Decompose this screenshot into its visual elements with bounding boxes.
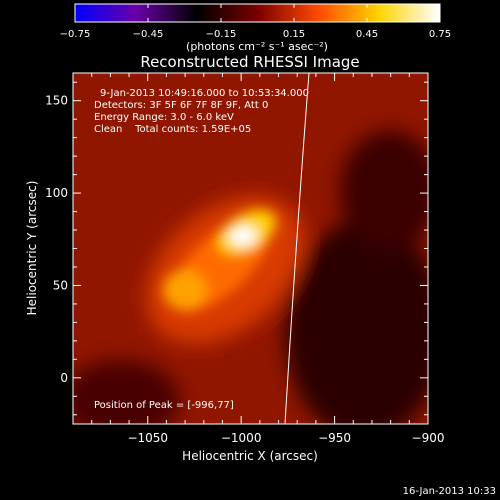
colorbar-tick-label: 0.45 — [356, 29, 378, 40]
colorbar-tick-label: 0.75 — [429, 29, 451, 40]
emission-lower-lobe — [163, 270, 207, 310]
peak-position-label: Position of Peak = [-996,77] — [94, 400, 234, 411]
y-tick-label: 150 — [45, 94, 68, 108]
y-tick-label: 50 — [53, 278, 68, 292]
x-axis-label: Heliocentric X (arcsec) — [182, 449, 318, 463]
heatmap-image — [73, 73, 428, 424]
dark-region-right — [285, 220, 428, 424]
y-axis-label: Heliocentric Y (arcsec) — [25, 181, 39, 316]
annotation-clean-counts: Clean Total counts: 1.59E+05 — [94, 124, 251, 135]
footer-timestamp: 16-Jan-2013 10:33 — [403, 486, 496, 497]
dark-region-left-lower — [73, 360, 180, 424]
y-tick-label: 0 — [60, 371, 68, 385]
colorbar-ticks: −0.75 −0.45 −0.15 0.15 0.45 0.75 — [60, 4, 451, 40]
axis-ticks: −1050 −1000 −950 −900 0 50 100 150 — [45, 73, 444, 445]
emission-peak — [229, 226, 257, 246]
dark-region-right-upper — [340, 130, 428, 250]
colorbar-tick-label: −0.15 — [206, 29, 237, 40]
annotation-energy-range: Energy Range: 3.0 - 6.0 keV — [94, 112, 234, 123]
solar-limb — [284, 73, 310, 424]
y-tick-label: 100 — [45, 186, 68, 200]
x-tick-label: −1050 — [127, 431, 168, 445]
colorbar-unit-label: (photons cm⁻² s⁻¹ asec⁻²) — [186, 40, 328, 53]
x-tick-label: −900 — [412, 431, 445, 445]
colorbar-tick-label: −0.75 — [60, 29, 91, 40]
x-tick-label: −950 — [318, 431, 351, 445]
colorbar-tick-label: −0.45 — [133, 29, 164, 40]
chart-title: Reconstructed RHESSI Image — [140, 53, 359, 71]
colorbar-tick-label: 0.15 — [283, 29, 305, 40]
colorbar — [74, 3, 441, 23]
x-tick-label: −1000 — [221, 431, 262, 445]
annotation-time-range: 9-Jan-2013 10:49:16.000 to 10:53:34.000 — [100, 88, 309, 99]
annotation-detectors: Detectors: 3F 5F 6F 7F 8F 9F, Att 0 — [94, 100, 268, 111]
